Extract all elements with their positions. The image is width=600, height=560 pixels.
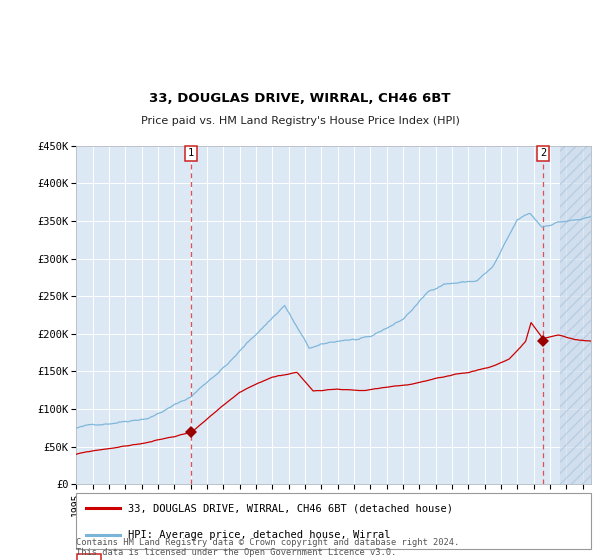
Text: HPI: Average price, detached house, Wirral: HPI: Average price, detached house, Wirr… <box>128 530 390 540</box>
Bar <box>77 554 101 560</box>
Text: 2: 2 <box>540 148 546 158</box>
Text: Contains HM Land Registry data © Crown copyright and database right 2024.
This d: Contains HM Land Registry data © Crown c… <box>76 538 460 557</box>
Text: 33, DOUGLAS DRIVE, WIRRAL, CH46 6BT: 33, DOUGLAS DRIVE, WIRRAL, CH46 6BT <box>149 92 451 105</box>
Text: 33, DOUGLAS DRIVE, WIRRAL, CH46 6BT (detached house): 33, DOUGLAS DRIVE, WIRRAL, CH46 6BT (det… <box>128 503 452 514</box>
Text: 1: 1 <box>188 148 194 158</box>
Text: Price paid vs. HM Land Registry's House Price Index (HPI): Price paid vs. HM Land Registry's House … <box>140 116 460 126</box>
Bar <box>560 146 599 484</box>
